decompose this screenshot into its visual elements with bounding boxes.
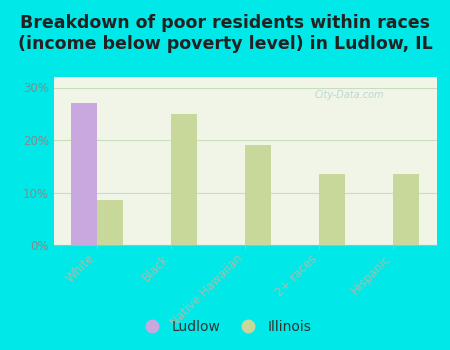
Bar <box>393 174 419 245</box>
Text: City-Data.com: City-Data.com <box>314 90 384 100</box>
Bar <box>171 114 197 245</box>
Bar <box>97 200 123 245</box>
Bar <box>319 174 345 245</box>
Text: Breakdown of poor residents within races
(income below poverty level) in Ludlow,: Breakdown of poor residents within races… <box>18 14 432 53</box>
Legend: Ludlow, Illinois: Ludlow, Illinois <box>133 314 317 340</box>
Bar <box>72 103 97 245</box>
Bar <box>245 145 271 245</box>
